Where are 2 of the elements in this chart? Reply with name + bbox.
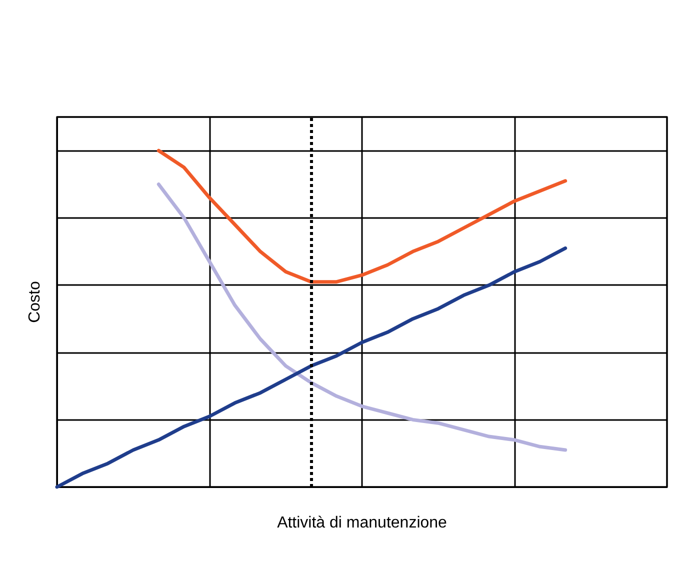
y-axis-title: Costo <box>26 281 44 323</box>
x-axis-title: Attività di manutenzione <box>277 514 448 532</box>
